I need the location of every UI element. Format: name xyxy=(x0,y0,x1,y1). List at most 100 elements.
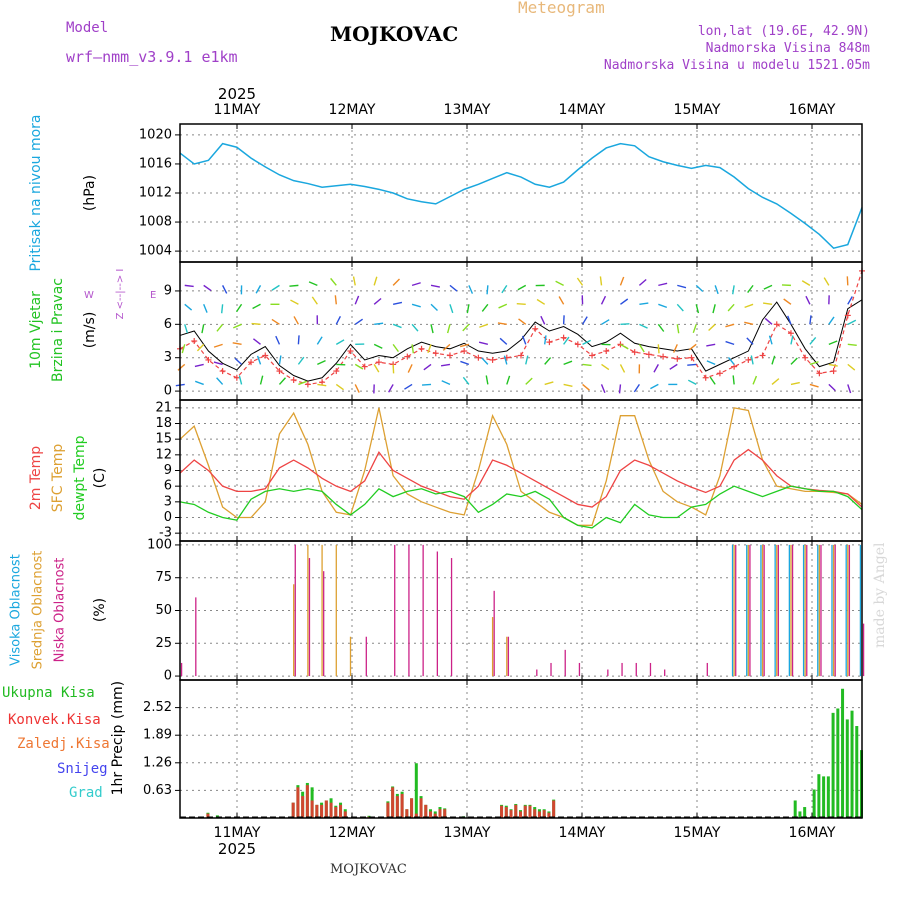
wind-arrow xyxy=(581,316,588,325)
wind-arrow xyxy=(725,340,735,346)
conv-precip-bar xyxy=(552,800,556,818)
top-date-label: 16MAY xyxy=(789,102,836,118)
pressure-unit: (hPa) xyxy=(82,175,98,211)
wind-arrow xyxy=(334,295,337,305)
wind-arrow xyxy=(407,364,413,373)
wind-arrow xyxy=(847,343,857,346)
wind-arrow xyxy=(271,284,280,291)
y-tick-label: 6 xyxy=(164,317,172,332)
conv-precip-bar xyxy=(320,804,324,818)
wind-arrow xyxy=(297,335,300,345)
wind-arrow xyxy=(744,321,754,326)
wind-arrow xyxy=(290,299,299,305)
conv-precip-bar xyxy=(395,796,399,818)
wind-gust-line xyxy=(179,299,863,382)
top-date-label: 13MAY xyxy=(444,102,491,118)
wind-arrow xyxy=(543,335,547,345)
wind-unit: (m/s) xyxy=(82,312,98,349)
conv-precip-bar xyxy=(291,802,295,818)
conv-precip-bar xyxy=(391,787,395,818)
y-tick-label: 1008 xyxy=(139,215,172,230)
wind-arrow xyxy=(725,323,735,328)
wind-arrow xyxy=(222,285,228,294)
wind-arrow xyxy=(311,296,318,305)
wind-arrow xyxy=(544,357,552,365)
wind-arrow xyxy=(771,378,780,385)
wind-arrow xyxy=(499,337,508,345)
wind-arrow xyxy=(732,375,735,385)
wind-arrow xyxy=(563,383,573,387)
wind-arrow xyxy=(790,335,794,345)
y-tick-label: 0 xyxy=(164,384,172,399)
total-precip-bar xyxy=(850,710,854,818)
total-precip-bar xyxy=(793,800,797,818)
wind-arrow xyxy=(619,364,626,373)
panel-frame xyxy=(179,679,863,819)
wind-arrow xyxy=(275,335,281,345)
total-precip-bar xyxy=(798,811,802,818)
total-precip-bar xyxy=(414,763,418,818)
wind-arrow xyxy=(293,316,300,325)
wind-arrow xyxy=(687,379,697,386)
wind-arrow xyxy=(639,302,649,305)
dewp-temp-line xyxy=(179,485,863,529)
bottom-date-label: 15MAY xyxy=(674,825,721,841)
wind-arrow xyxy=(181,344,186,354)
y-tick-label: 1020 xyxy=(139,127,172,142)
wind-arrow xyxy=(805,295,811,305)
model-name: wrf—nmm_v3.9.1 e1km xyxy=(66,48,238,66)
wind-arrow xyxy=(440,363,451,367)
wind-arrow xyxy=(184,324,189,334)
wind-arrow xyxy=(639,323,648,329)
conv-precip-bar xyxy=(324,800,328,818)
wind-arrow xyxy=(460,343,470,348)
wind-arrow xyxy=(194,380,204,386)
total-precip-bar xyxy=(841,688,845,818)
y-tick-label: 100 xyxy=(147,537,172,552)
wind-arrow xyxy=(620,298,629,305)
wind-arrow xyxy=(271,318,280,325)
precip-legend-label: Ukupna Kisa xyxy=(2,685,95,701)
wind-arrow xyxy=(278,355,282,365)
wind-arrow xyxy=(633,384,640,393)
y-tick-label: 6 xyxy=(164,479,172,494)
wind-arrow xyxy=(658,282,668,287)
wind-arrow xyxy=(783,298,792,305)
wind-arrow xyxy=(373,297,382,305)
sfc-temp-axis-title: SFC Temp xyxy=(50,444,66,513)
wind-arrow xyxy=(600,384,606,394)
conv-precip-bar xyxy=(523,805,527,818)
total-precip-bar xyxy=(803,807,807,818)
wind-arrow xyxy=(194,363,204,368)
wind-arrow xyxy=(421,383,432,386)
conv-precip-bar xyxy=(504,807,508,818)
compass-west-label: W xyxy=(84,290,94,301)
conv-precip-bar xyxy=(305,785,309,818)
high-cloud-axis-title: Visoka Oblacnost xyxy=(9,554,24,666)
wind-arrow xyxy=(601,319,610,325)
wind-arrow xyxy=(518,318,527,325)
wind-arrow xyxy=(252,303,261,310)
wind-compass-label: Z <--|--> I xyxy=(115,269,126,320)
mid-cloud-axis-title: Srednja Oblacnost xyxy=(31,551,46,670)
wind-arrow xyxy=(203,304,208,313)
wind-arrow xyxy=(695,304,700,314)
y-tick-label: -3 xyxy=(159,526,172,541)
wind-arrow xyxy=(460,360,470,366)
wind-arrow xyxy=(392,278,400,286)
wind-arrow xyxy=(289,284,299,287)
precip-legend-label: Konvek.Kisa xyxy=(8,712,101,728)
wind-arrow xyxy=(354,363,364,370)
y-tick-label: 0.63 xyxy=(143,783,172,798)
wind-arrow xyxy=(184,284,194,288)
wind-arrow xyxy=(809,383,819,388)
wind-arrow xyxy=(411,323,419,332)
wind-arrow xyxy=(847,363,856,371)
conv-precip-bar xyxy=(410,798,414,818)
wind-arrow xyxy=(653,364,659,373)
wind-arrow xyxy=(790,357,798,365)
wind-arrow xyxy=(404,383,413,390)
wind-arrow xyxy=(201,324,205,334)
wind-arrow xyxy=(298,380,308,386)
